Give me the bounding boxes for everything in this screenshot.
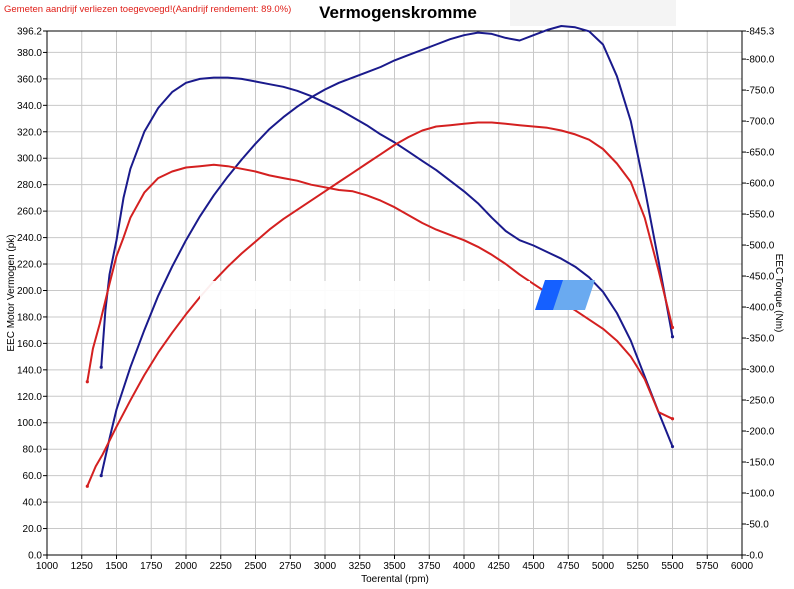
- series-group: [85, 25, 675, 488]
- right-tick-label: -500.0: [746, 241, 775, 252]
- x-tick-label: 1250: [71, 561, 94, 572]
- right-tick-label: -300.0: [746, 365, 775, 376]
- x-tick-label: 1000: [36, 561, 59, 572]
- left-tick-label: 180.0: [17, 312, 42, 323]
- left-tick-label: 20.0: [23, 524, 43, 535]
- x-tick-label: 5000: [592, 561, 615, 572]
- right-tick-label: -400.0: [746, 303, 775, 314]
- left-tick-label: 80.0: [23, 445, 43, 456]
- series-line-blue-torque: [100, 76, 674, 448]
- x-tick-label: 2750: [279, 561, 302, 572]
- series-end-point: [670, 444, 675, 449]
- left-tick-label: 360.0: [17, 74, 42, 85]
- series-line-blue-power: [100, 25, 674, 477]
- x-axis-title: Toerental (rpm): [361, 574, 429, 585]
- right-tick-label: -750.0: [746, 86, 775, 97]
- drivetrain-loss-note: Gemeten aandrijf verliezen toegevoegd!(A…: [4, 4, 291, 15]
- watermark-logo-secondary: [553, 280, 595, 310]
- x-tick-label: 4750: [557, 561, 580, 572]
- x-tick-label: 4250: [488, 561, 511, 572]
- left-tick-label: 100.0: [17, 418, 42, 429]
- left-tick-label: 340.0: [17, 101, 42, 112]
- right-tick-label: -800.0: [746, 55, 775, 66]
- right-tick-label: -50.0: [746, 520, 769, 531]
- left-tick-label: 60.0: [23, 471, 43, 482]
- right-tick-label: -250.0: [746, 396, 775, 407]
- series-line-red-power: [86, 121, 674, 488]
- right-tick-label: -0.0: [746, 551, 764, 562]
- x-axis-ticks: 1000 1250 1500 1750 2000 2250 2500 2750 3000 3250…: [36, 555, 754, 572]
- series-end-point: [670, 325, 675, 330]
- series-start-point: [85, 484, 89, 488]
- title-backdrop: [510, 0, 676, 26]
- right-tick-label: -350.0: [746, 334, 775, 345]
- left-tick-label: 320.0: [17, 127, 42, 138]
- x-tick-label: 3750: [418, 561, 441, 572]
- right-tick-label: -450.0: [746, 272, 775, 283]
- series-start-point: [99, 474, 103, 478]
- left-tick-label: 240.0: [17, 233, 42, 244]
- left-axis-ticks: 0.0 20.0 40.0 60.0 80.0 100.0 120.0 140.0 160.0 1…: [17, 27, 47, 562]
- chart-title: Vermogenskromme: [319, 3, 477, 22]
- right-tick-label: -600.0: [746, 179, 775, 190]
- x-tick-label: 2000: [175, 561, 198, 572]
- right-axis-ticks: -0.0 -50.0 -100.0 -150.0 -200.0 -250.0 -300.0 -…: [742, 27, 775, 562]
- x-tick-label: 5750: [696, 561, 719, 572]
- x-tick-label: 4500: [522, 561, 545, 572]
- x-tick-label: 3500: [383, 561, 406, 572]
- left-tick-label: 160.0: [17, 339, 42, 350]
- left-tick-label: 300.0: [17, 154, 42, 165]
- x-tick-label: 4000: [453, 561, 476, 572]
- series-end-point: [670, 417, 675, 421]
- right-tick-label: -200.0: [746, 427, 775, 438]
- right-tick-label: -100.0: [746, 489, 775, 500]
- series-end-point: [670, 335, 675, 339]
- x-tick-label: 2250: [210, 561, 233, 572]
- left-tick-label: 280.0: [17, 180, 42, 191]
- x-tick-label: 5500: [661, 561, 684, 572]
- left-axis-title: EEC Motor Vermogen (pk): [6, 234, 17, 351]
- right-tick-label: -845.3: [746, 27, 775, 38]
- right-axis-title: EEC Torque (Nm): [773, 254, 784, 333]
- left-tick-label: 120.0: [17, 392, 42, 403]
- right-tick-label: -550.0: [746, 210, 775, 221]
- x-tick-label: 3000: [314, 561, 337, 572]
- right-tick-label: -650.0: [746, 148, 775, 159]
- left-tick-label: 140.0: [17, 365, 42, 376]
- left-tick-label: 260.0: [17, 207, 42, 218]
- left-tick-label: 396.2: [17, 27, 42, 38]
- x-tick-label: 2500: [244, 561, 267, 572]
- x-tick-label: 5250: [627, 561, 650, 572]
- x-tick-label: 6000: [731, 561, 754, 572]
- left-tick-label: 200.0: [17, 286, 42, 297]
- left-tick-label: 380.0: [17, 48, 42, 59]
- series-start-point: [85, 380, 89, 384]
- x-tick-label: 3250: [349, 561, 372, 572]
- left-tick-label: 40.0: [23, 498, 43, 509]
- left-tick-label: 220.0: [17, 260, 42, 271]
- watermark: [200, 280, 595, 310]
- right-tick-label: -150.0: [746, 458, 775, 469]
- watermark-band: [200, 281, 530, 309]
- series-start-point: [99, 365, 103, 369]
- x-tick-label: 1750: [140, 561, 163, 572]
- x-tick-label: 1500: [105, 561, 128, 572]
- left-tick-label: 0.0: [28, 551, 42, 562]
- right-tick-label: -700.0: [746, 117, 775, 128]
